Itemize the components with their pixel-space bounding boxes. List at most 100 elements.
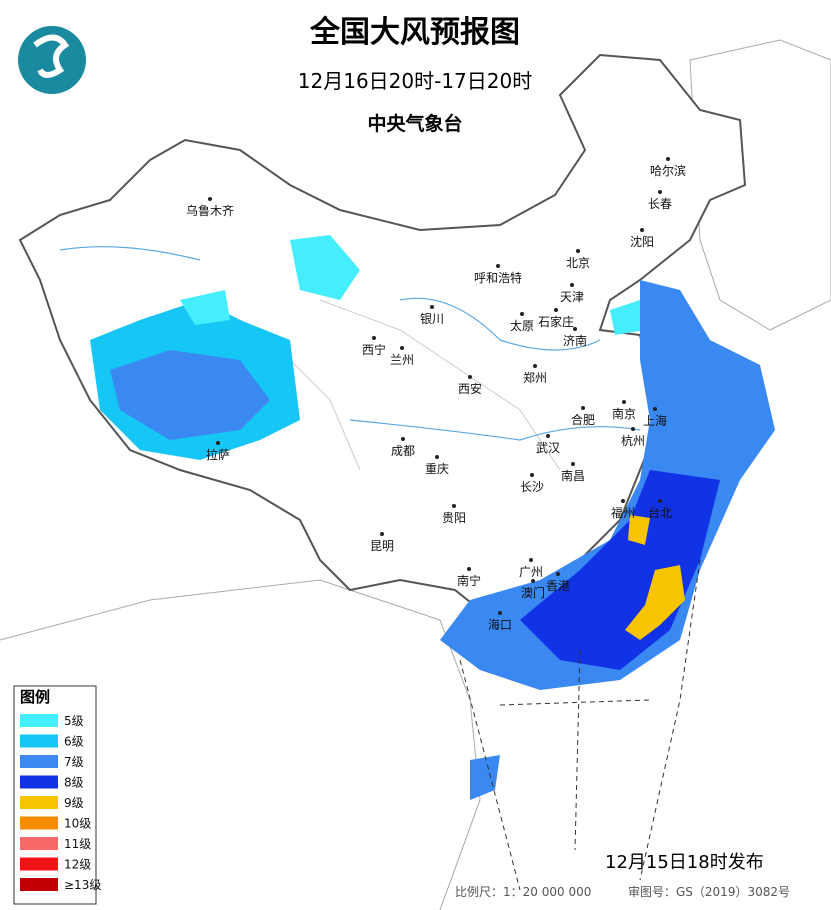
city-dot [546,434,550,438]
wind-area [110,350,270,440]
city-label: 上海 [643,413,667,428]
city-label: 乌鲁木齐 [186,203,234,218]
legend-label: 11级 [64,837,91,851]
city-label: 福州 [611,505,635,520]
city-label: 南昌 [561,468,585,483]
city-dot [430,305,434,309]
legend-swatch [20,755,58,768]
city-label: 兰州 [390,353,414,367]
city-label: 昆明 [370,539,394,553]
city-label: 济南 [563,333,587,348]
city-label: 沈阳 [630,234,654,249]
city-dot [581,406,585,410]
city-dot [666,157,670,161]
legend-label: 7级 [64,755,84,769]
city-label: 重庆 [425,462,449,476]
city-dot [530,473,534,477]
city-label: 成都 [391,444,415,458]
city-label: 武汉 [536,441,560,455]
city-dot [531,579,535,583]
wind-area [610,300,645,335]
legend-swatch [20,796,58,809]
city-label: 银川 [420,312,444,326]
city-dot [529,558,533,562]
city-dot [658,499,662,503]
city-label: 拉萨 [206,447,230,462]
wind-area [625,565,685,640]
wind-area [440,280,775,690]
legend-swatch [20,857,58,871]
legend-label: 8级 [64,776,84,790]
map-title: 全国大风预报图 [309,15,520,50]
neighbor-border [689,39,831,331]
city-dot [658,190,662,194]
city-dot [520,312,524,316]
wind-area [290,235,360,300]
city-label: 天津 [560,290,584,304]
issue-time: 12月15日18时发布 [605,852,764,873]
city-label: 广州 [519,565,543,579]
legend-label: 9级 [64,796,84,810]
city-label: 石家庄 [538,314,574,329]
city-label: 西宁 [362,342,386,357]
city-dot [208,197,212,201]
legend-label: 6级 [64,735,84,749]
city-label: 西安 [458,381,482,396]
city-label: 合肥 [571,412,595,427]
city-label: 长沙 [520,480,544,494]
city-dot [498,611,502,615]
wind-area [520,470,720,670]
city-dot [400,346,404,350]
city-label: 杭州 [621,433,645,448]
legend-swatch [20,734,58,748]
city-dot [496,264,500,268]
city-label: 郑州 [523,370,547,385]
city-label: 南京 [612,406,636,421]
city-dot [554,308,558,312]
logo-mark [33,34,70,78]
city-dot [533,364,537,368]
city-dot [435,455,439,459]
city-dot [556,572,560,576]
legend-title: 图例 [20,688,50,706]
legend-swatch [20,714,58,727]
review-number: 审图号：GS（2019）3082号 [628,884,790,899]
city-label: 海口 [488,617,512,632]
city-dot [576,249,580,253]
city-label: 澳门 [521,585,545,600]
city-dot [372,336,376,340]
legend-swatch [20,775,58,789]
wind-area [470,755,500,800]
city-label: 香港 [546,579,570,593]
city-dot [467,567,471,571]
legend-swatch [20,837,58,850]
city-dot [621,499,625,503]
legend-swatch [20,878,58,891]
city-label: 哈尔滨 [650,163,686,178]
legend-label: 5级 [64,714,84,728]
city-dot [653,407,657,411]
city-label: 呼和浩特 [474,270,522,285]
legend-swatch [20,816,58,830]
map-issuer: 中央气象台 [367,112,462,135]
city-dot [571,462,575,466]
rivers [59,246,641,441]
city-label: 太原 [510,318,534,333]
city-dot [631,427,635,431]
wind-area [628,515,650,545]
wind-area [180,290,230,325]
city-label: 南宁 [457,573,481,588]
city-dot [452,504,456,508]
map-period: 12月16日20时-17日20时 [298,69,532,93]
city-dot [468,375,472,379]
city-dot [573,327,577,331]
city-label: 贵阳 [442,511,466,525]
city-label: 长春 [648,197,672,211]
city-label: 台北 [648,505,672,520]
legend-label: 12级 [64,858,91,872]
city-dot [570,283,574,287]
city-dot [640,228,644,232]
neighbor-border [0,579,481,910]
city-dot [216,441,220,445]
